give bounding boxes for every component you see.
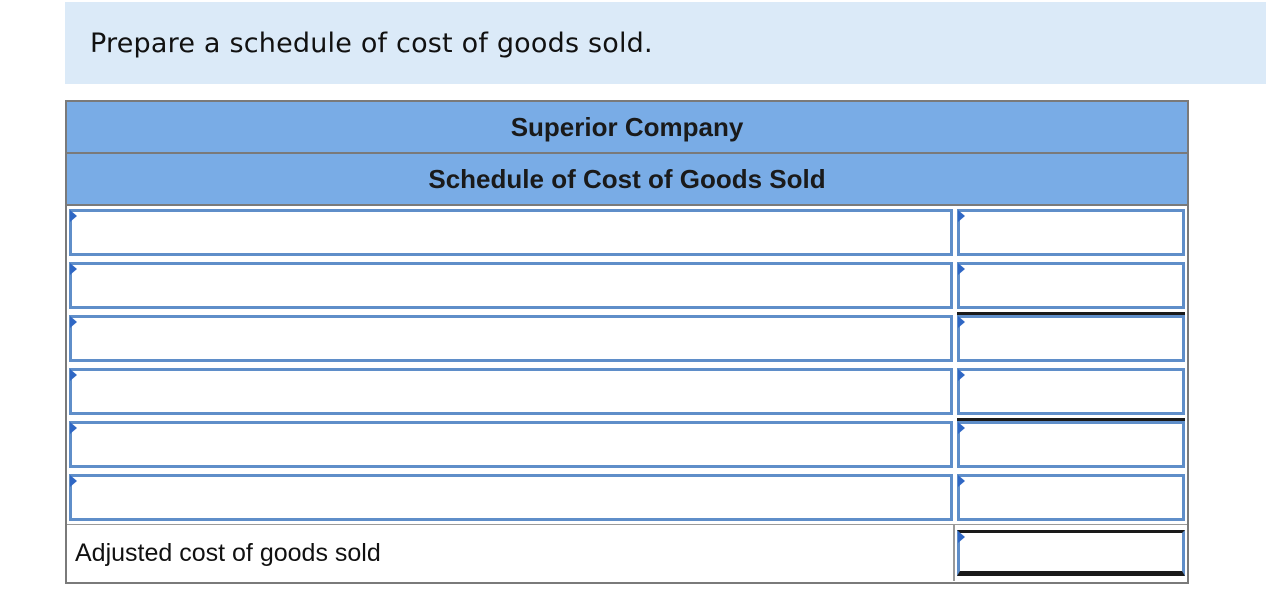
row-4-amount-input[interactable] (957, 368, 1185, 415)
cogs-schedule-table: Superior Company Schedule of Cost of Goo… (65, 100, 1189, 584)
instruction-text: Prepare a schedule of cost of goods sold… (90, 27, 653, 59)
schedule-row-2 (67, 259, 1187, 312)
subtotal-rule (957, 418, 1185, 421)
dropdown-marker-icon (958, 422, 965, 434)
dropdown-marker-icon (958, 263, 965, 275)
row-6-amount-input[interactable] (957, 474, 1185, 521)
dropdown-marker-icon (958, 475, 965, 487)
row-2-amount-input[interactable] (957, 262, 1185, 309)
dropdown-marker-icon (70, 475, 77, 487)
row-5-label-input[interactable] (69, 421, 953, 468)
schedule-title: Schedule of Cost of Goods Sold (428, 163, 826, 194)
row-3-amount-input[interactable] (957, 315, 1185, 362)
dropdown-marker-icon (70, 210, 77, 222)
dropdown-marker-icon (70, 263, 77, 275)
dropdown-marker-icon (958, 369, 965, 381)
company-name: Superior Company (510, 111, 744, 142)
row-1-label-input[interactable] (69, 209, 953, 256)
total-row: Adjusted cost of goods sold (67, 524, 1187, 582)
total-amount-input[interactable] (957, 530, 1185, 576)
row-4-label-input[interactable] (69, 368, 953, 415)
company-name-header: Superior Company (67, 102, 1187, 154)
dropdown-marker-icon (70, 422, 77, 434)
column-divider (953, 525, 955, 581)
row-6-label-input[interactable] (69, 474, 953, 521)
schedule-title-header: Schedule of Cost of Goods Sold (67, 154, 1187, 206)
dropdown-marker-icon (70, 369, 77, 381)
dropdown-marker-icon (958, 210, 965, 222)
schedule-row-5 (67, 418, 1187, 471)
instruction-banner: Prepare a schedule of cost of goods sold… (65, 2, 1266, 84)
schedule-row-3 (67, 312, 1187, 365)
schedule-row-6 (67, 471, 1187, 524)
row-3-label-input[interactable] (69, 315, 953, 362)
total-row-label: Adjusted cost of goods sold (75, 538, 381, 567)
dropdown-marker-icon (958, 531, 965, 543)
row-1-amount-input[interactable] (957, 209, 1185, 256)
dropdown-marker-icon (70, 316, 77, 328)
subtotal-rule (957, 312, 1185, 315)
schedule-row-4 (67, 365, 1187, 418)
row-2-label-input[interactable] (69, 262, 953, 309)
schedule-row-1 (67, 206, 1187, 259)
dropdown-marker-icon (958, 316, 965, 328)
row-5-amount-input[interactable] (957, 421, 1185, 468)
